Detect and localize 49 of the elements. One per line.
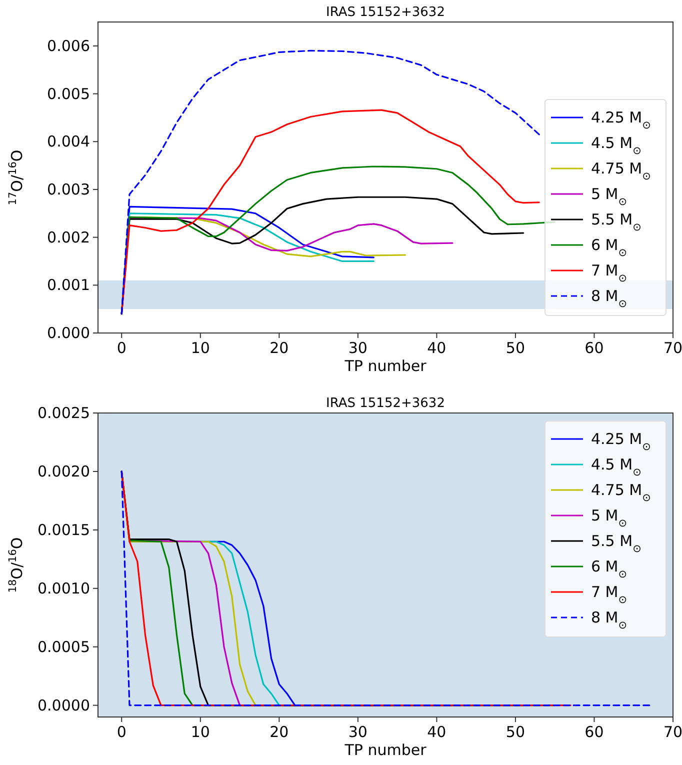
x-tick-label: 70 — [663, 723, 682, 741]
y-tick-label: 0.004 — [47, 132, 90, 151]
y-tick-label: 0.0025 — [38, 404, 90, 422]
legend-label: 4.5 M$_{⊙}$ — [591, 456, 642, 478]
x-axis-title: TP number — [344, 357, 428, 375]
x-tick-label: 10 — [190, 339, 210, 357]
x-tick-label: 30 — [348, 339, 368, 357]
y-tick-label: 0.003 — [47, 180, 90, 198]
y-tick-label: 0.002 — [47, 228, 90, 246]
chart-title: IRAS 15152+3632 — [326, 396, 445, 411]
x-tick-label: 50 — [506, 723, 526, 741]
x-tick-label: 60 — [584, 723, 604, 741]
legend-label: 6 M$_{⊙}$ — [591, 236, 628, 259]
y-tick-label: 0.005 — [47, 84, 90, 103]
legend-label: 5.5 M$_{⊙}$ — [591, 532, 642, 555]
legend-label: 6 M$_{⊙}$ — [591, 558, 628, 580]
legend-label: 4.75 M$_{⊙}$ — [591, 160, 651, 182]
y-tick-label: 0.0020 — [38, 462, 90, 480]
legend-label: 5 M$_{⊙}$ — [591, 506, 628, 530]
x-axis-title: TP number — [344, 741, 428, 759]
x-tick-label: 20 — [270, 339, 289, 357]
chart-title: IRAS 15152+3632 — [326, 5, 445, 20]
x-tick-label: 50 — [506, 339, 526, 357]
y-tick-label: 0.001 — [47, 276, 90, 294]
y-tick-label: 0.0010 — [38, 579, 90, 598]
legend-label: 4.25 M$_{⊙}$ — [591, 108, 651, 132]
legend-label: 7 M$_{⊙}$ — [591, 583, 628, 606]
y-tick-label: 0.0005 — [38, 638, 90, 656]
x-tick-label: 0 — [116, 723, 126, 741]
y-tick-label: 0.0015 — [38, 520, 90, 539]
x-tick-label: 60 — [584, 339, 604, 357]
x-tick-label: 70 — [663, 339, 682, 357]
x-tick-label: 0 — [116, 339, 126, 357]
y-tick-label: 0.0000 — [38, 696, 90, 714]
legend-label: 4.25 M$_{⊙}$ — [591, 430, 651, 453]
x-tick-label: 20 — [270, 723, 289, 741]
x-tick-label: 40 — [427, 723, 446, 741]
y-tick-label: 0.006 — [47, 36, 90, 55]
legend-label: 5.5 M$_{⊙}$ — [591, 210, 642, 234]
y-tick-label: 0.000 — [47, 324, 90, 342]
x-tick-label: 30 — [348, 723, 368, 741]
legend-label: 7 M$_{⊙}$ — [591, 262, 628, 284]
legend-label: 4.5 M$_{⊙}$ — [591, 134, 642, 157]
legend-label: 8 M$_{⊙}$ — [591, 608, 628, 632]
legend-label: 5 M$_{⊙}$ — [591, 185, 628, 208]
legend-label: 4.75 M$_{⊙}$ — [591, 481, 651, 504]
x-tick-label: 40 — [427, 339, 446, 357]
x-tick-label: 10 — [190, 723, 210, 741]
legend-label: 8 M$_{⊙}$ — [591, 287, 628, 310]
